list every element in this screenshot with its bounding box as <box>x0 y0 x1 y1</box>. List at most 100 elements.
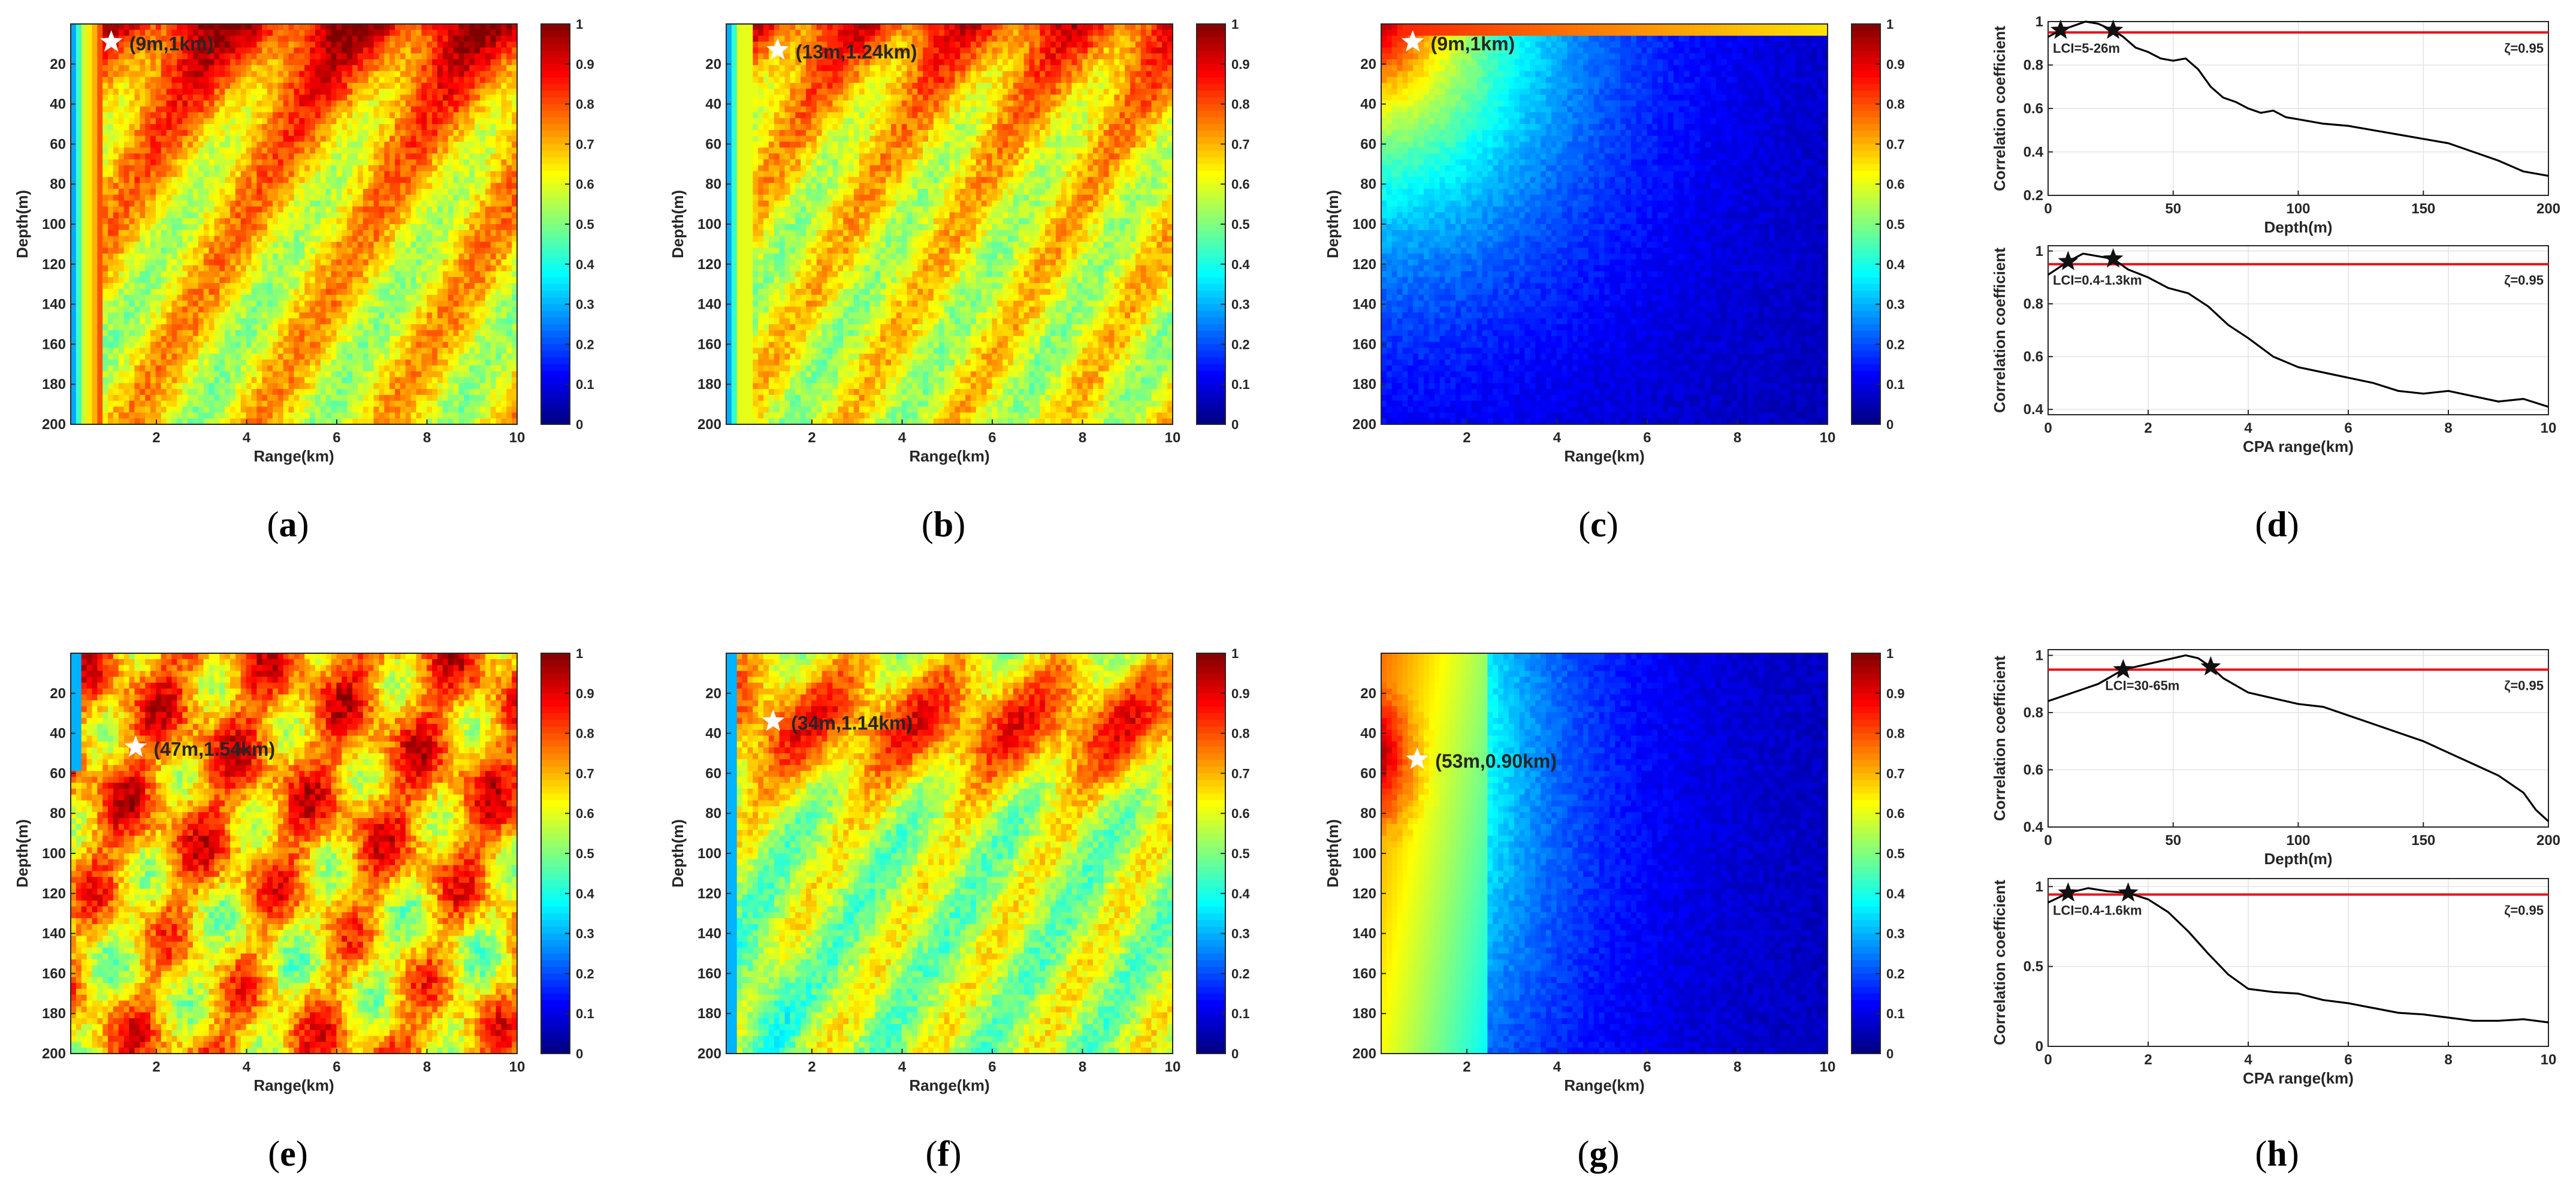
heatmap-cell <box>427 271 432 277</box>
heatmap-cell <box>384 171 389 177</box>
heatmap-cell <box>87 107 92 113</box>
heatmap-cell <box>379 159 384 165</box>
heatmap-cell <box>129 59 135 65</box>
heatmap-cell <box>363 230 369 236</box>
heatmap-cell <box>273 324 278 330</box>
heatmap-cell <box>273 301 278 307</box>
heatmap-cell <box>310 147 315 153</box>
heatmap-cell <box>235 24 241 30</box>
heatmap-cell <box>124 401 129 407</box>
heatmap-cell <box>209 318 215 324</box>
heatmap-cell <box>97 259 102 265</box>
heatmap-cell <box>342 65 347 71</box>
heatmap-cell <box>299 289 304 295</box>
heatmap-cell <box>421 189 427 195</box>
heatmap-cell <box>389 171 395 177</box>
heatmap-cell <box>188 107 193 113</box>
heatmap-cell <box>374 324 379 330</box>
heatmap-cell <box>246 342 252 348</box>
heatmap-cell <box>411 59 416 65</box>
heatmap-cell <box>246 207 252 213</box>
heatmap-cell <box>294 318 300 324</box>
heatmap-cell <box>321 259 326 265</box>
heatmap-cell <box>358 230 363 236</box>
heatmap-cell <box>188 201 193 207</box>
heatmap-cell <box>454 372 459 378</box>
heatmap-cell <box>71 295 76 301</box>
heatmap-cell <box>406 83 411 89</box>
heatmap-cell <box>204 407 209 413</box>
heatmap-cell <box>395 324 400 330</box>
heatmap-cell <box>310 366 315 372</box>
heatmap-cell <box>252 65 257 71</box>
heatmap-cell <box>241 141 246 147</box>
heatmap-cell <box>161 141 167 147</box>
heatmap-cell <box>167 130 172 136</box>
heatmap-cell <box>406 407 411 413</box>
heatmap-cell <box>235 383 241 389</box>
heatmap-cell <box>134 159 140 165</box>
heatmap-cell <box>134 236 140 242</box>
heatmap-cell <box>241 354 246 360</box>
heatmap-cell <box>150 265 156 271</box>
heatmap-cell <box>326 171 331 177</box>
heatmap-cell <box>256 159 262 165</box>
heatmap-cell <box>188 83 193 89</box>
heatmap-cell <box>256 141 262 147</box>
heatmap-cell <box>230 47 235 53</box>
heatmap-cell <box>406 242 411 248</box>
heatmap-cell <box>336 24 342 30</box>
heatmap-cell <box>172 101 177 107</box>
heatmap-cell <box>113 136 119 142</box>
heatmap-cell <box>400 36 406 42</box>
heatmap-cell <box>389 77 395 83</box>
heatmap-cell <box>384 230 389 236</box>
heatmap-cell <box>267 41 273 47</box>
heatmap-cell <box>188 389 193 395</box>
heatmap-cell <box>342 336 347 342</box>
heatmap-cell <box>336 401 342 407</box>
heatmap-cell <box>230 230 235 236</box>
heatmap-cell <box>358 89 363 95</box>
heatmap-cell <box>97 318 102 324</box>
heatmap-cell <box>188 189 193 195</box>
heatmap-cell <box>278 254 283 259</box>
heatmap-cell <box>209 201 215 207</box>
heatmap-cell <box>421 41 427 47</box>
heatmap-cell <box>427 207 432 213</box>
heatmap-cell <box>321 348 326 354</box>
heatmap-cell <box>252 107 257 113</box>
heatmap-cell <box>342 89 347 95</box>
heatmap-cell <box>379 153 384 159</box>
heatmap-cell <box>209 147 215 153</box>
heatmap-cell <box>230 195 235 201</box>
heatmap-cell <box>108 24 113 30</box>
heatmap-cell <box>283 259 289 265</box>
heatmap-cell <box>241 177 246 183</box>
heatmap-cell <box>416 47 421 53</box>
heatmap-cell <box>92 65 97 71</box>
heatmap-cell <box>81 136 87 142</box>
heatmap-cell <box>358 265 363 271</box>
heatmap-cell <box>427 171 432 177</box>
heatmap-cell <box>246 77 252 83</box>
heatmap-cell <box>256 59 262 65</box>
heatmap-cell <box>167 71 172 77</box>
heatmap-cell <box>363 336 369 342</box>
heatmap-cell <box>156 165 161 171</box>
heatmap-cell <box>193 24 198 30</box>
heatmap-cell <box>294 224 300 230</box>
heatmap-cell <box>177 183 182 189</box>
heatmap-cell <box>267 195 273 201</box>
heatmap-cell <box>395 248 400 254</box>
heatmap-cell <box>448 212 454 218</box>
heatmap-cell <box>400 83 406 89</box>
heatmap-cell <box>384 330 389 336</box>
heatmap-cell <box>454 77 459 83</box>
heatmap-cell <box>310 36 315 42</box>
heatmap-cell <box>384 201 389 207</box>
heatmap-cell <box>310 348 315 354</box>
heatmap-cell <box>214 107 219 113</box>
heatmap-cell <box>411 212 416 218</box>
heatmap-cell <box>209 236 215 242</box>
